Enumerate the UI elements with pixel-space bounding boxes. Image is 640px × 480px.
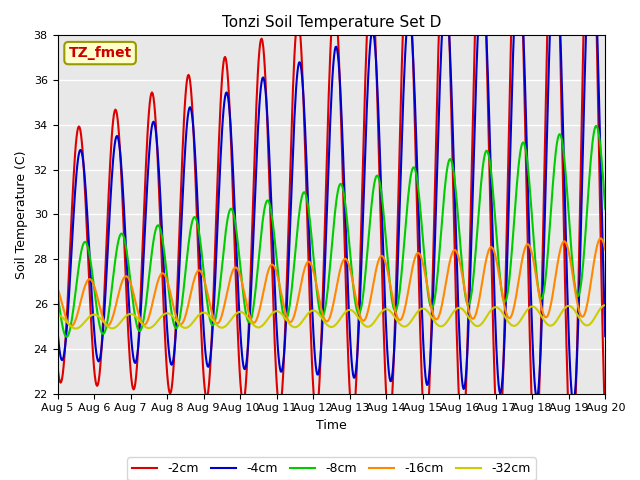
-32cm: [177, 322, 184, 328]
-16cm: [602, 247, 609, 252]
-8cm: [592, 123, 600, 129]
-8cm: [205, 312, 213, 318]
Y-axis label: Soil Temperature (C): Soil Temperature (C): [15, 150, 28, 279]
-8cm: [54, 290, 61, 296]
-2cm: [54, 363, 61, 369]
-16cm: [205, 298, 213, 304]
-32cm: [54, 312, 61, 318]
-4cm: [175, 264, 183, 270]
Legend: -2cm, -4cm, -8cm, -16cm, -32cm: -2cm, -4cm, -8cm, -16cm, -32cm: [127, 457, 536, 480]
-8cm: [177, 313, 184, 319]
-4cm: [54, 328, 61, 334]
Line: -16cm: -16cm: [58, 239, 605, 326]
-16cm: [177, 321, 184, 327]
-2cm: [398, 61, 406, 67]
-32cm: [415, 308, 422, 313]
-8cm: [121, 237, 129, 243]
Line: -2cm: -2cm: [58, 0, 605, 461]
-16cm: [121, 274, 129, 280]
-4cm: [414, 186, 422, 192]
-2cm: [568, 458, 575, 464]
-8cm: [63, 334, 70, 340]
-16cm: [54, 285, 61, 291]
-4cm: [398, 136, 406, 142]
-8cm: [399, 258, 406, 264]
-32cm: [63, 320, 71, 325]
-16cm: [67, 324, 75, 329]
X-axis label: Time: Time: [316, 419, 347, 432]
-4cm: [570, 400, 577, 406]
-4cm: [120, 203, 127, 209]
-4cm: [63, 317, 71, 323]
-8cm: [65, 332, 72, 338]
-2cm: [205, 388, 212, 394]
-2cm: [175, 229, 183, 235]
Line: -4cm: -4cm: [58, 0, 605, 403]
-16cm: [399, 313, 406, 319]
-32cm: [602, 302, 609, 308]
Line: -8cm: -8cm: [58, 126, 605, 337]
-16cm: [415, 250, 422, 256]
-16cm: [597, 236, 605, 241]
-32cm: [399, 323, 406, 329]
Line: -32cm: -32cm: [58, 305, 605, 328]
-8cm: [602, 206, 609, 212]
-32cm: [121, 314, 129, 320]
-2cm: [120, 228, 127, 234]
-4cm: [205, 364, 212, 370]
-4cm: [602, 333, 609, 339]
Text: TZ_fmet: TZ_fmet: [68, 46, 132, 60]
-16cm: [63, 319, 71, 324]
-2cm: [602, 425, 609, 431]
-2cm: [63, 302, 71, 308]
-2cm: [414, 241, 422, 247]
-32cm: [205, 313, 213, 319]
-32cm: [72, 325, 79, 331]
Title: Tonzi Soil Temperature Set D: Tonzi Soil Temperature Set D: [221, 15, 441, 30]
-8cm: [415, 189, 422, 194]
